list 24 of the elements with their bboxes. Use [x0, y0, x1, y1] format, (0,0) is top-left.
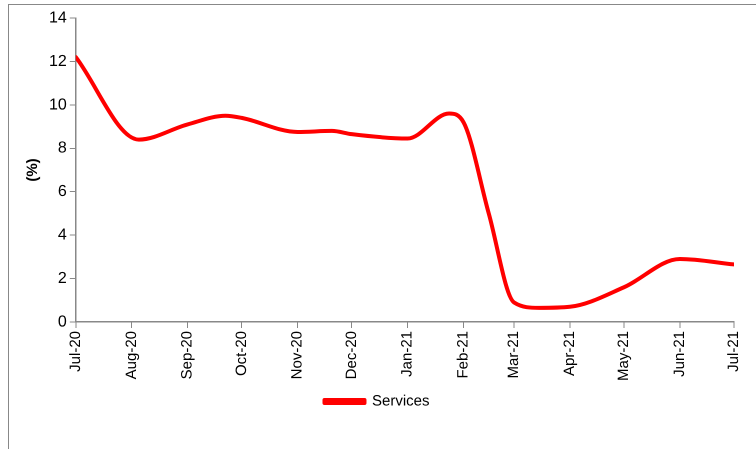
x-tick-label: Nov-20: [288, 330, 306, 380]
line-series: [76, 55, 734, 310]
x-tick-label: Jul-20: [66, 330, 84, 372]
x-tick-label: Dec-20: [342, 330, 360, 380]
y-tick-label: 4: [58, 226, 67, 244]
x-tick-label: Feb-21: [454, 330, 472, 379]
y-tick-label: 10: [49, 96, 67, 114]
x-tick-label: Mar-21: [505, 330, 522, 378]
y-tick-label: 6: [58, 183, 67, 200]
x-tick-label: Aug-20: [122, 330, 140, 380]
y-tick-label: 14: [49, 9, 67, 26]
x-tick-label: Jul-21: [725, 330, 742, 372]
x-tick-label: Sep-20: [178, 330, 196, 380]
x-tick-label: Jan-21: [398, 330, 416, 377]
y-axis-title: (%): [24, 158, 42, 182]
y-tick-label: 0: [58, 313, 67, 330]
x-tick-label: Apr-21: [561, 330, 578, 376]
legend-label: Services: [372, 392, 430, 410]
y-tick-label: 12: [49, 52, 67, 70]
x-tick-label: Jun-21: [671, 330, 688, 377]
x-tick-label: May-21: [615, 330, 632, 382]
y-tick-label: 8: [58, 140, 67, 157]
x-tick-label: Oct-20: [232, 330, 250, 376]
y-tick-label: 2: [58, 270, 67, 287]
